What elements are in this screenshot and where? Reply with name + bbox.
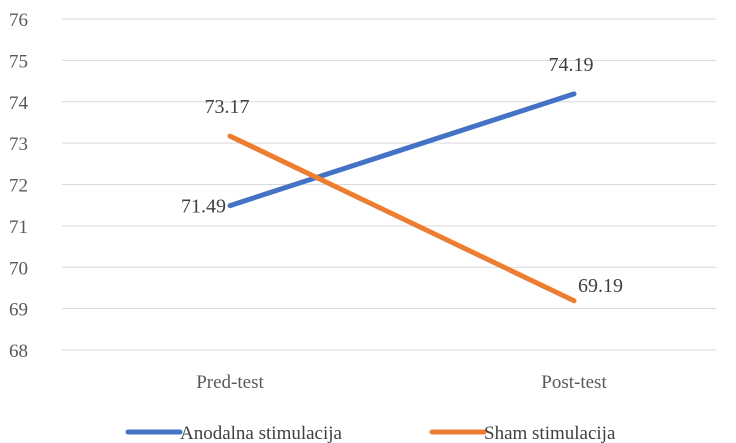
series-line-anodalna [227,91,577,209]
y-tick-label-73: 73 [9,134,28,155]
y-tick-label-74: 74 [9,93,29,114]
y-tick-label-76: 76 [9,10,28,31]
y-tick-label-71: 71 [9,217,28,238]
gridlines [62,18,716,351]
y-tick-label-72: 72 [9,176,28,197]
y-tick-label-70: 70 [9,258,28,279]
series-lines [227,91,577,304]
data-label-anodalna-0: 71.49 [181,196,226,218]
x-tick-label-pred-test: Pred-test [196,372,264,393]
data-labels: 71.49 74.19 73.17 69.19 [181,54,623,297]
legend-label-anodalna: Anodalna stimulacija [180,423,343,443]
legend: Anodalna stimulacija Sham stimulacija [125,423,616,443]
y-tick-label-69: 69 [9,300,28,321]
x-axis-tick-labels: Pred-test Post-test [196,372,607,393]
legend-label-sham: Sham stimulacija [484,423,616,443]
data-label-sham-0: 73.17 [205,96,250,118]
y-tick-label-68: 68 [9,341,28,362]
series-line-sham [227,133,577,304]
data-label-anodalna-1: 74.19 [549,54,594,76]
x-tick-label-post-test: Post-test [541,372,607,393]
y-axis-tick-labels: 68 69 70 71 72 73 74 75 76 [9,10,29,362]
data-label-sham-1: 69.19 [578,275,623,297]
y-tick-label-75: 75 [9,51,28,72]
